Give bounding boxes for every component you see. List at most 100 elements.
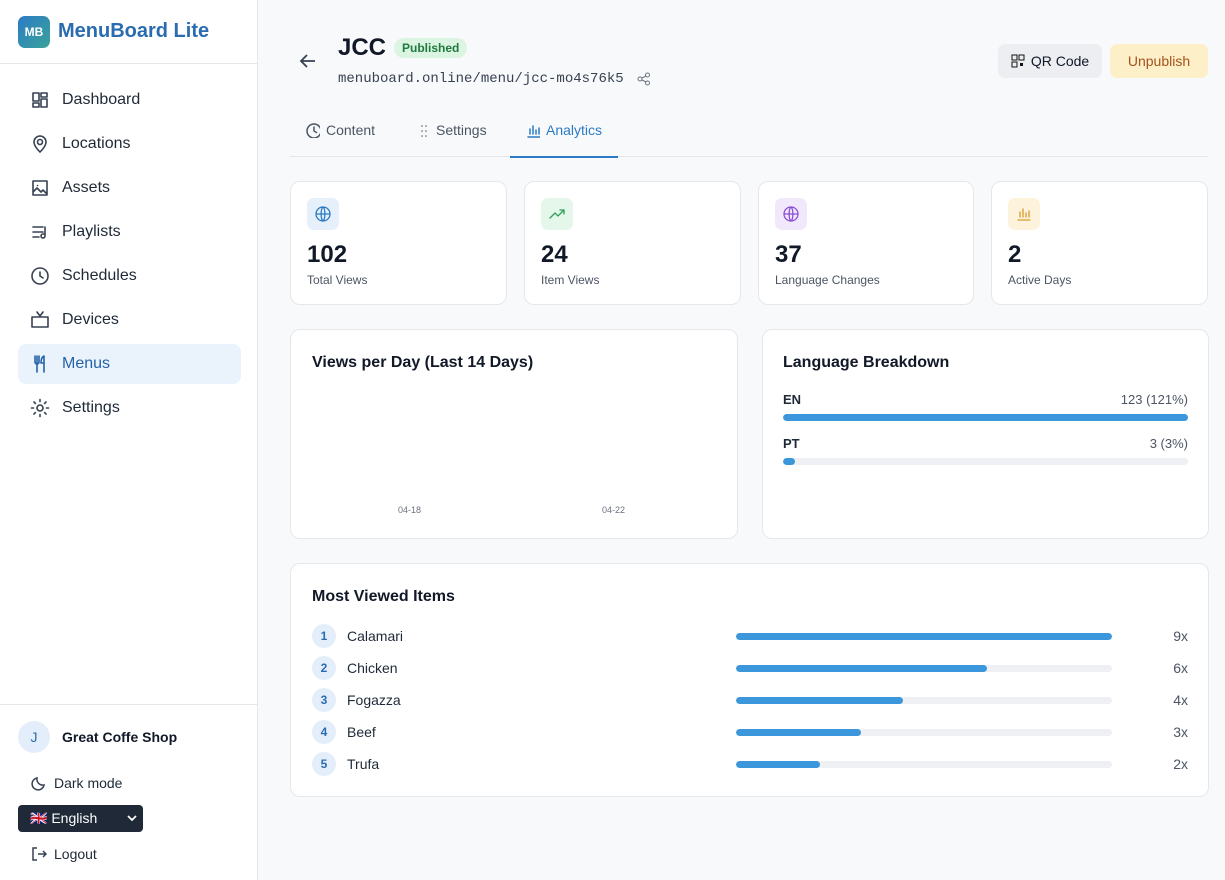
item-track	[736, 633, 1112, 640]
nav-label: Assets	[62, 179, 111, 196]
item-name: Fogazza	[347, 692, 401, 708]
nav-item[interactable]: Schedules	[18, 256, 241, 296]
logout-icon	[32, 847, 47, 861]
tab[interactable]: Content	[306, 122, 375, 156]
nav-item[interactable]: Dashboard	[18, 80, 241, 120]
language-card: Language Breakdown EN 123 (121%) PT 3 (3%)	[762, 329, 1209, 539]
item-views: 4x	[1173, 692, 1188, 708]
item-bar	[736, 633, 1112, 640]
rank-badge: 2	[312, 656, 336, 680]
brand: MenuBoard Lite	[58, 20, 210, 42]
moon-icon	[31, 777, 45, 791]
stat-label: Total Views	[307, 273, 368, 287]
user-name: Great Coffe Shop	[62, 729, 178, 745]
item-name: Trufa	[347, 756, 380, 772]
stat-icon	[541, 198, 573, 230]
brand-badge: MB	[18, 16, 50, 48]
status-badge: Published	[394, 38, 468, 58]
tab-icon	[527, 125, 540, 138]
item-bar	[736, 697, 904, 704]
x-label: 04-18	[398, 505, 422, 515]
nav-label: Dashboard	[62, 91, 141, 108]
top-items-card: Most Viewed Items 1 Calamari 9x 2 Chicken 6x 3…	[290, 563, 1209, 797]
logout[interactable]: Logout	[54, 846, 97, 862]
share-icon[interactable]	[637, 72, 651, 86]
tab-icon	[421, 125, 427, 137]
nav-label: Devices	[62, 311, 119, 328]
item-bar	[736, 665, 987, 672]
sidebar: MB MenuBoard Lite Dashboard Locations Asse…	[0, 0, 258, 880]
item-name: Beef	[347, 724, 376, 740]
nav-item[interactable]: Playlists	[18, 212, 241, 252]
card-title: Most Viewed Items	[312, 588, 455, 605]
stat-card: 37 Language Changes	[758, 181, 974, 305]
divider	[0, 704, 257, 705]
nav-label: Playlists	[62, 223, 121, 240]
qr-button[interactable]: QR Code	[998, 44, 1102, 78]
nav-item[interactable]: Menus	[18, 344, 241, 384]
language-select[interactable]: 🇬🇧 English	[18, 805, 143, 832]
stat-icon	[307, 198, 339, 230]
chevron	[127, 815, 137, 822]
icon	[549, 209, 565, 219]
item-name: Chicken	[347, 660, 398, 676]
icon	[30, 398, 50, 418]
stat-icon	[1008, 198, 1040, 230]
nav-label: Locations	[62, 135, 131, 152]
dark-mode-toggle[interactable]: Dark mode	[54, 775, 123, 791]
nav-label: Menus	[62, 355, 111, 372]
avatar: J	[18, 721, 50, 753]
item-bar	[736, 761, 820, 768]
language-track	[783, 458, 1188, 465]
tab[interactable]: Analytics	[510, 122, 619, 158]
stat-label: Item Views	[541, 273, 600, 287]
icon	[32, 92, 48, 108]
divider	[0, 63, 257, 64]
item-name: Calamari	[347, 628, 404, 644]
views-chart-card: Views per Day (Last 14 Days) 04-18 04-22	[290, 329, 738, 539]
icon	[33, 135, 47, 153]
card-title: Language Breakdown	[783, 354, 950, 371]
item-track	[736, 761, 1112, 768]
stat-value: 2	[1008, 241, 1022, 268]
language-count: 3 (3%)	[1149, 436, 1188, 451]
nav-label: Schedules	[62, 267, 137, 284]
icon	[31, 311, 49, 328]
rank-badge: 1	[312, 624, 336, 648]
language-bar	[783, 458, 796, 465]
icon	[32, 180, 48, 196]
stat-card: 102 Total Views	[290, 181, 507, 305]
back-arrow[interactable]	[299, 53, 317, 69]
item-track	[736, 729, 1112, 736]
menu-url: menuboard.online/menu/jcc-mo4s76k5	[338, 71, 624, 87]
stat-value: 24	[541, 241, 568, 268]
tab[interactable]: Settings	[416, 122, 487, 156]
x-label: 04-22	[602, 505, 626, 515]
nav-label: Settings	[62, 399, 120, 416]
nav-item[interactable]: Devices	[18, 300, 241, 340]
icon	[31, 267, 49, 285]
stat-label: Language Changes	[775, 273, 880, 287]
stat-icon	[775, 198, 807, 230]
stat-value: 37	[775, 241, 802, 268]
stat-card: 2 Active Days	[991, 181, 1208, 305]
language-code: PT	[783, 436, 800, 451]
nav-item[interactable]: Settings	[18, 388, 241, 428]
nav-item[interactable]: Locations	[18, 124, 241, 164]
rank-badge: 5	[312, 752, 336, 776]
language-track	[783, 414, 1188, 421]
icon	[315, 206, 331, 222]
item-views: 6x	[1173, 660, 1188, 676]
qr-label: QR Code	[1030, 53, 1090, 69]
unpublish-button[interactable]: Unpublish	[1110, 44, 1208, 78]
item-bar	[736, 729, 862, 736]
menu-title: JCC	[338, 34, 387, 61]
tab-label: Content	[326, 122, 376, 138]
language-bar	[783, 414, 1188, 421]
nav-item[interactable]: Assets	[18, 168, 241, 208]
icon	[34, 355, 45, 373]
stat-card: 24 Item Views	[524, 181, 741, 305]
language-code: EN	[783, 392, 802, 407]
icon	[32, 226, 46, 239]
